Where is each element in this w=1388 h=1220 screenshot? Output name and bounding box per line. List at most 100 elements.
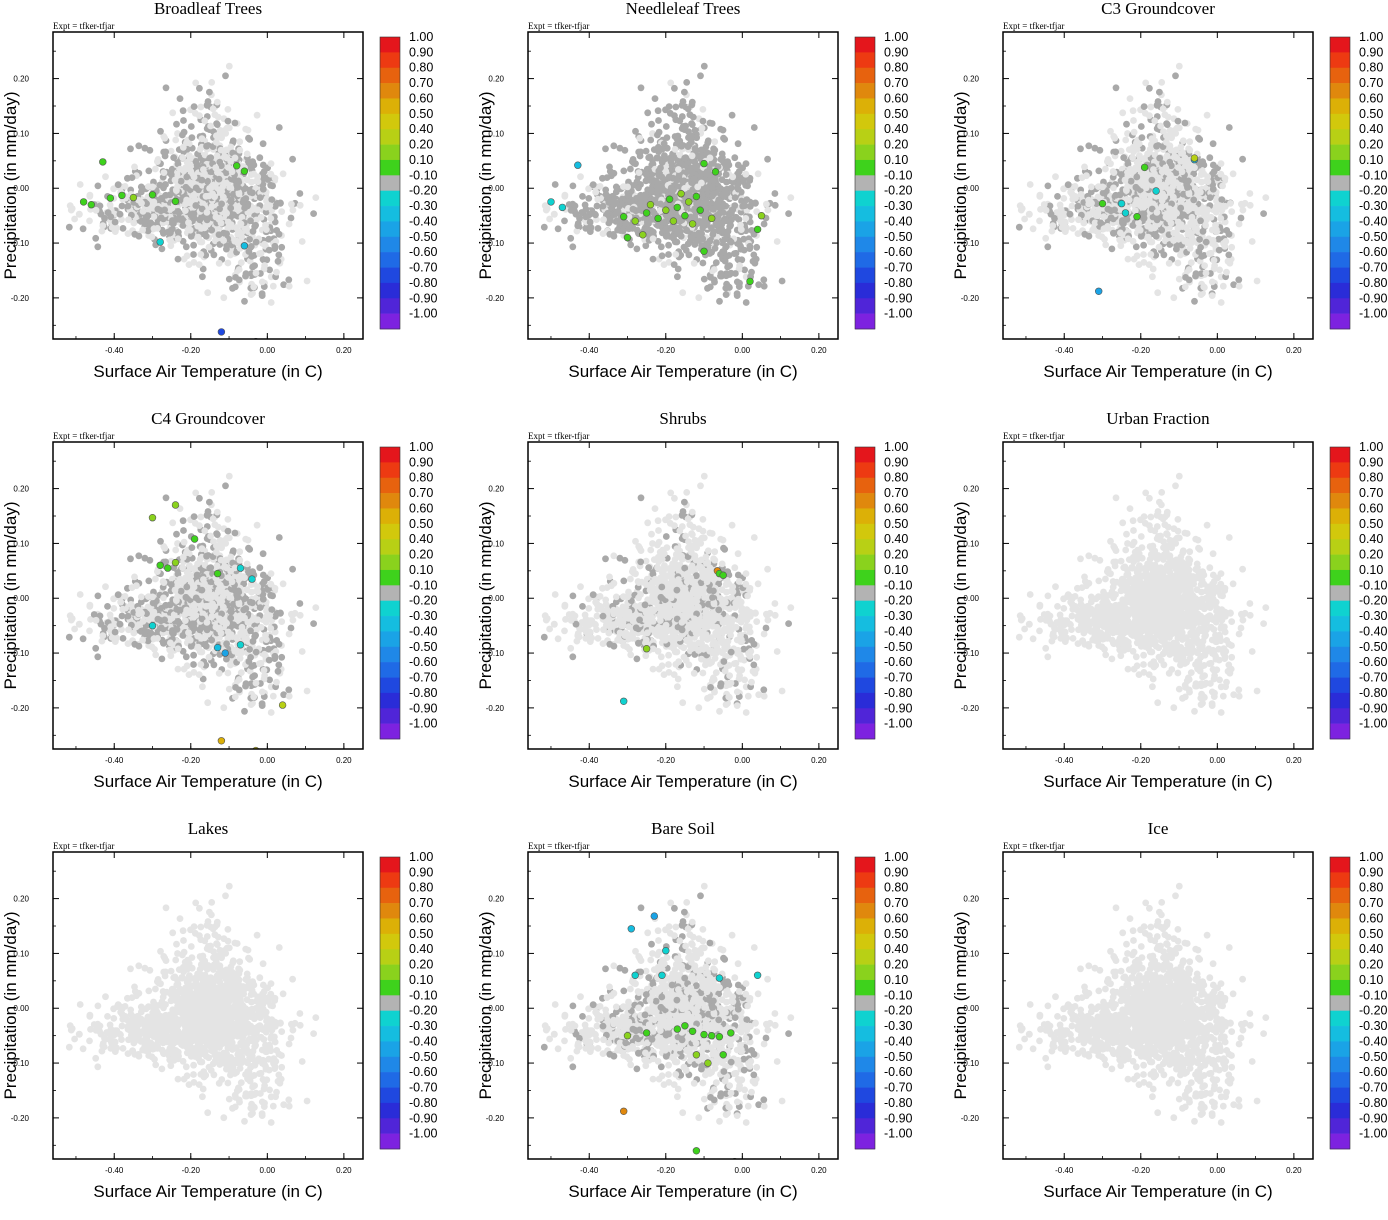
- data-point: [304, 688, 311, 695]
- data-point: [1188, 239, 1195, 246]
- data-point: [675, 166, 682, 173]
- data-point: [1173, 246, 1180, 253]
- data-point: [1160, 106, 1167, 113]
- expt-label: Expt = tfker-tfjar: [528, 21, 589, 31]
- highlight-point: [559, 204, 566, 211]
- data-point: [685, 106, 692, 113]
- data-point: [172, 137, 179, 144]
- data-point: [1147, 146, 1154, 153]
- data-point: [729, 112, 736, 119]
- data-point: [654, 154, 661, 161]
- data-point: [1247, 202, 1254, 209]
- data-point: [738, 226, 745, 233]
- data-point: [689, 152, 696, 159]
- data-point: [220, 194, 227, 201]
- data-point: [1163, 139, 1170, 146]
- data-point: [238, 259, 245, 266]
- data-point: [1092, 145, 1099, 152]
- data-point: [107, 213, 114, 220]
- data-point: [1219, 183, 1226, 190]
- colorbar-label: -0.30: [1359, 199, 1388, 213]
- data-point: [1108, 214, 1115, 221]
- data-point: [1175, 118, 1182, 125]
- colorbar-swatch: [1330, 314, 1350, 330]
- highlight-point: [80, 199, 87, 206]
- data-point: [1149, 135, 1156, 142]
- data-point: [208, 79, 215, 86]
- colorbar-label: -0.80: [1359, 276, 1388, 290]
- highlight-point: [701, 248, 708, 255]
- x-tick-label: -0.40: [105, 346, 124, 355]
- data-point: [1170, 194, 1177, 201]
- colorbar-swatch: [380, 314, 400, 330]
- data-point: [92, 235, 99, 242]
- data-point: [1193, 270, 1200, 277]
- data-point: [742, 171, 749, 178]
- data-point: [701, 63, 708, 70]
- data-point: [197, 104, 204, 111]
- colorbar-label: 1.00: [1359, 30, 1383, 44]
- data-point: [1200, 283, 1207, 290]
- data-point: [183, 174, 190, 181]
- data-point: [1128, 178, 1135, 185]
- colorbar-label: 0.60: [1359, 92, 1383, 106]
- data-point: [1190, 197, 1197, 204]
- data-point: [681, 244, 688, 251]
- data-point: [173, 186, 180, 193]
- data-point: [259, 279, 266, 286]
- colorbar-label: 0.50: [409, 107, 433, 121]
- colorbar-label: -0.20: [884, 184, 913, 198]
- data-point: [662, 227, 669, 234]
- data-point: [736, 262, 743, 269]
- data-point: [1102, 166, 1109, 173]
- colorbar-swatch: [1330, 221, 1350, 237]
- colorbar-swatch: [380, 237, 400, 253]
- data-point: [648, 121, 655, 128]
- data-point: [1090, 208, 1097, 215]
- highlight-point: [754, 226, 761, 233]
- data-point: [1130, 117, 1137, 124]
- colorbar-swatch: [855, 206, 875, 222]
- data-point: [254, 112, 261, 119]
- data-point: [127, 555, 134, 562]
- data-point: [220, 237, 227, 244]
- data-point: [159, 246, 166, 253]
- data-point: [1159, 203, 1166, 210]
- y-axis-label: Precipitation (in mm/day): [476, 91, 495, 279]
- data-point: [1230, 170, 1237, 177]
- x-tick-label: 0.20: [811, 346, 827, 355]
- data-point: [636, 169, 643, 176]
- data-point: [125, 203, 132, 210]
- highlight-point: [107, 195, 114, 202]
- data-point: [297, 600, 304, 607]
- data-point: [658, 174, 665, 181]
- data-point: [1184, 231, 1191, 238]
- data-point: [1191, 205, 1198, 212]
- data-point: [707, 274, 714, 281]
- data-point: [277, 200, 284, 207]
- data-point: [270, 283, 277, 290]
- data-point: [149, 233, 156, 240]
- colorbar-label: -0.50: [409, 230, 438, 244]
- data-point: [663, 123, 670, 130]
- data-point: [699, 125, 706, 132]
- data-point: [196, 112, 203, 119]
- data-point: [260, 162, 267, 169]
- colorbar-swatch: [380, 298, 400, 314]
- data-point: [603, 191, 610, 198]
- data-point: [1228, 208, 1235, 215]
- data-point: [222, 72, 229, 79]
- data-point: [1178, 199, 1185, 206]
- data-point: [1139, 134, 1146, 141]
- data-point: [1182, 284, 1189, 291]
- data-point: [1036, 218, 1043, 225]
- colorbar-label: -0.10: [409, 168, 438, 182]
- x-tick-label: 0.20: [336, 346, 352, 355]
- colorbar-label: 0.70: [884, 76, 908, 90]
- data-point: [552, 181, 559, 188]
- chart-title: C4 Groundcover: [151, 409, 265, 428]
- data-point: [700, 260, 707, 267]
- highlight-point: [548, 199, 555, 206]
